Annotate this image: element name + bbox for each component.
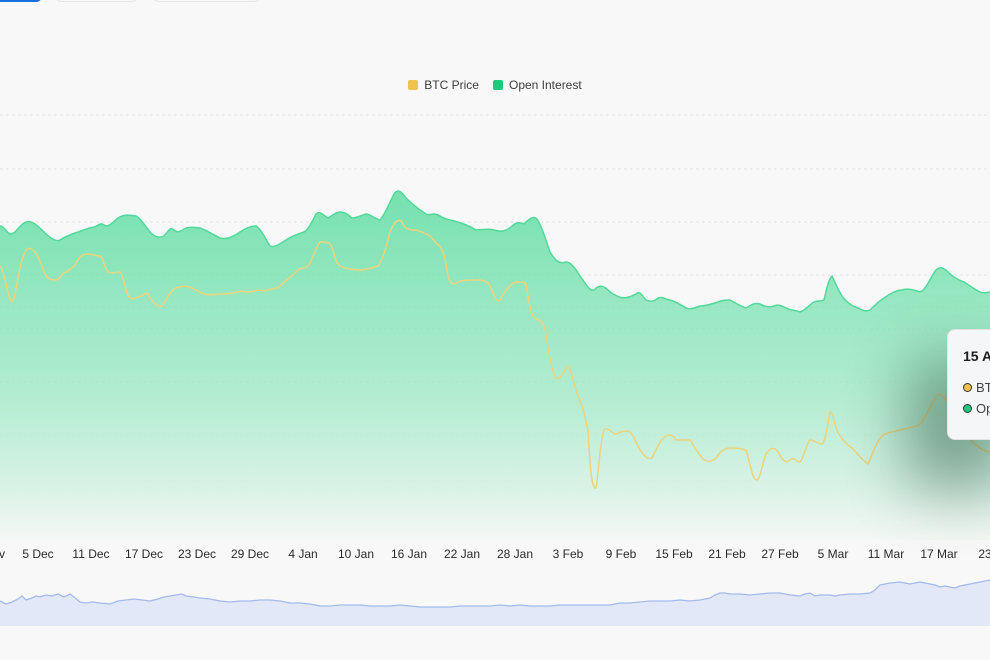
x-tick: 11 Dec bbox=[72, 547, 110, 561]
x-tick: v bbox=[0, 547, 5, 561]
x-tick: 28 Jan bbox=[496, 547, 534, 561]
x-tick: 27 Feb bbox=[761, 547, 799, 561]
open-interest-line bbox=[0, 190, 990, 313]
btc-price-line bbox=[0, 219, 990, 489]
legend-item-btc-price[interactable]: BTC Price bbox=[408, 78, 479, 92]
x-tick: 16 Jan bbox=[390, 547, 428, 561]
oi-dot-icon bbox=[963, 404, 972, 413]
x-tick: 10 Jan bbox=[337, 547, 375, 561]
tooltip-label: Op bbox=[976, 401, 990, 416]
legend-label: Open Interest bbox=[508, 78, 582, 92]
x-tick: 9 Feb bbox=[605, 547, 637, 561]
x-tick: 5 Dec bbox=[22, 547, 54, 561]
x-tick: 22 Jan bbox=[443, 547, 481, 561]
chart-legend: BTC Price Open Interest bbox=[0, 78, 990, 92]
tooltip-row-btc: BT bbox=[963, 380, 990, 395]
tooltip-row-oi: Op bbox=[963, 401, 990, 416]
x-tick: 3 Feb bbox=[552, 547, 584, 561]
open-interest-area bbox=[0, 191, 990, 540]
x-tick: 5 Mar bbox=[817, 547, 849, 561]
legend-swatch-btc-icon bbox=[408, 80, 419, 90]
legend-swatch-oi-icon bbox=[492, 80, 503, 90]
legend-item-open-interest[interactable]: Open Interest bbox=[492, 78, 582, 92]
legend-label: BTC Price bbox=[424, 78, 479, 92]
tooltip-label: BT bbox=[976, 380, 990, 395]
x-tick: 23 bbox=[978, 547, 990, 561]
x-tick: 29 Dec bbox=[230, 547, 270, 561]
tooltip-date: 15 A bbox=[963, 348, 990, 364]
x-tick: 15 Feb bbox=[655, 547, 693, 561]
x-tick: 4 Jan bbox=[288, 547, 318, 561]
x-tick: 17 Mar bbox=[920, 547, 958, 561]
x-tick: 17 Dec bbox=[124, 547, 164, 561]
btc-dot-icon bbox=[963, 383, 972, 392]
x-tick: 21 Feb bbox=[708, 547, 746, 561]
chart-tooltip: 15 A BT Op bbox=[947, 329, 990, 440]
x-tick: 11 Mar bbox=[867, 547, 905, 561]
x-tick: 23 Dec bbox=[177, 547, 217, 561]
range-button-active[interactable] bbox=[0, 0, 42, 2]
